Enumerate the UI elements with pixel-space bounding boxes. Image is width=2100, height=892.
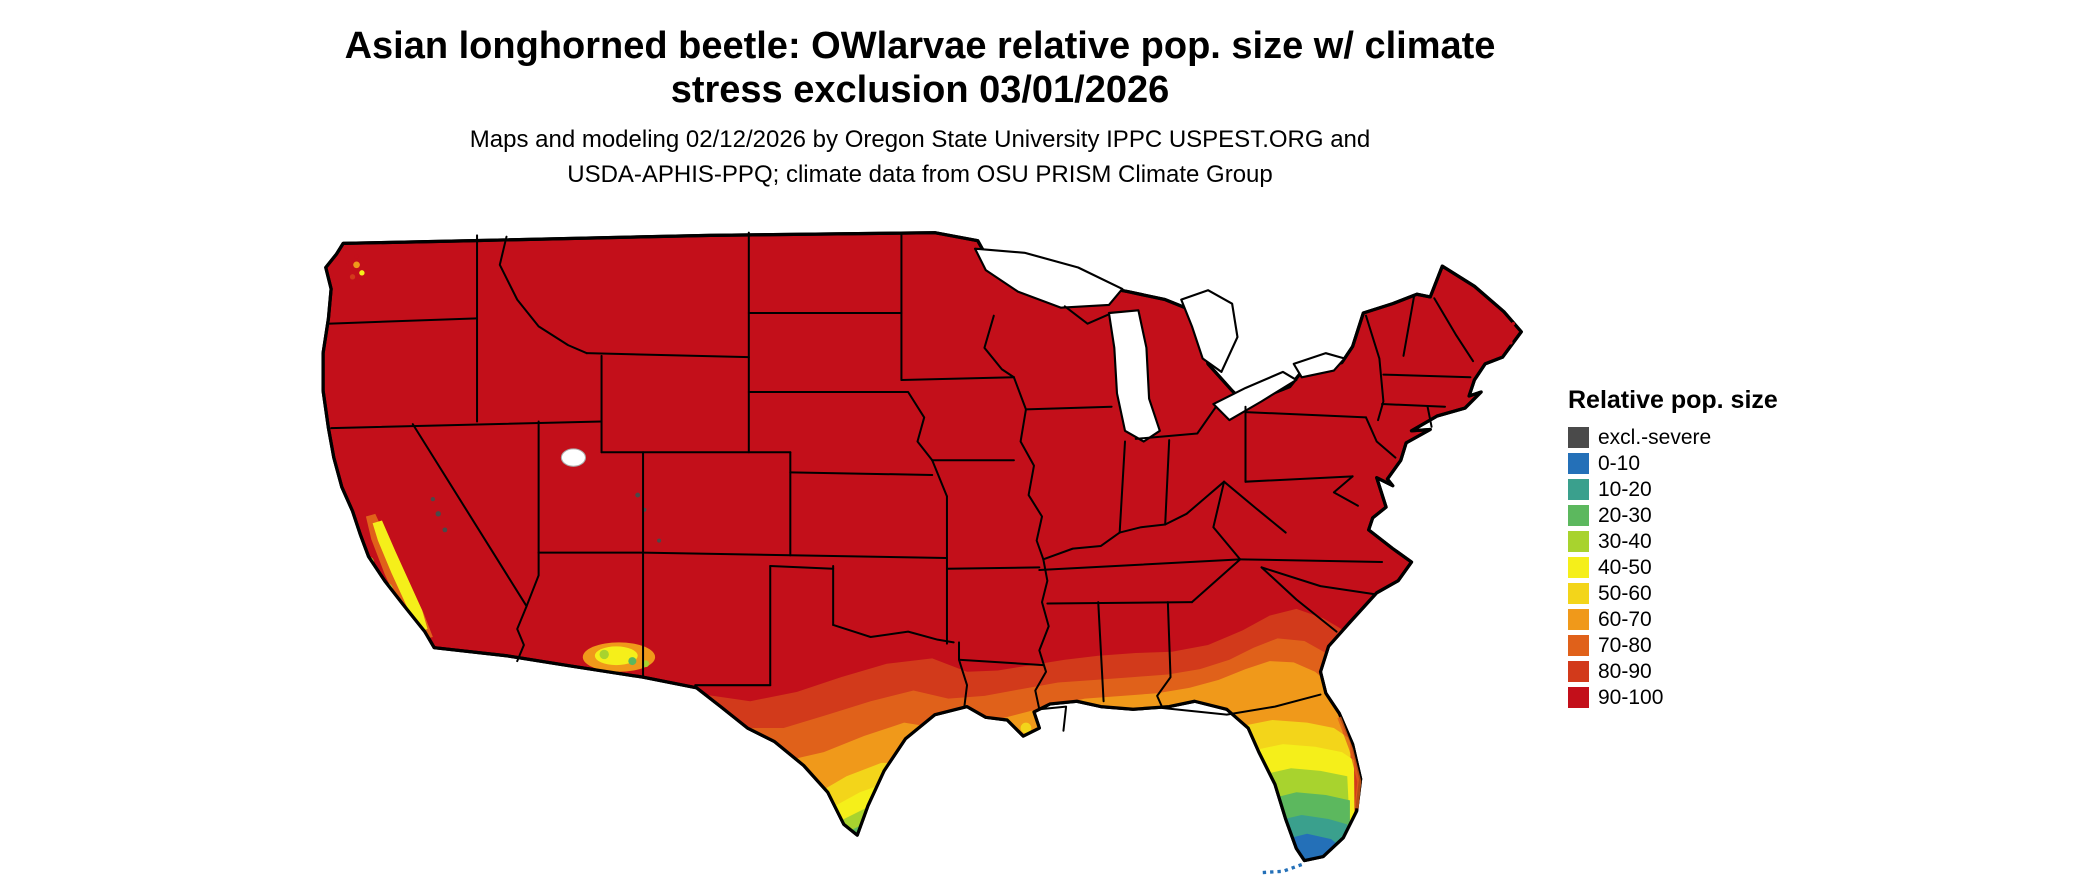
lake-ontario: [1292, 352, 1346, 379]
lake-huron: [1180, 289, 1239, 373]
map-details: [346, 254, 1515, 875]
legend-item-label: 90-100: [1598, 686, 1664, 709]
legend-swatch: [1568, 635, 1589, 656]
legend-swatch: [1568, 427, 1589, 448]
legend-item: 70-80: [1568, 635, 1828, 656]
legend-item-label: 80-90: [1598, 660, 1652, 683]
legend-item: 60-70: [1568, 609, 1828, 630]
legend-swatch: [1568, 479, 1589, 500]
legend-item: 30-40: [1568, 531, 1828, 552]
legend-item-label: 60-70: [1598, 608, 1652, 631]
coastal-islands: [346, 254, 1515, 356]
legend-swatch: [1568, 609, 1589, 630]
legend-swatch: [1568, 505, 1589, 526]
legend-item: 80-90: [1568, 661, 1828, 682]
legend-item-label: 50-60: [1598, 582, 1652, 605]
legend-item: 90-100: [1568, 687, 1828, 708]
map-subtitle: Maps and modeling 02/12/2026 by Oregon S…: [250, 122, 1590, 192]
legend-item: 50-60: [1568, 583, 1828, 604]
legend-swatch: [1568, 687, 1589, 708]
legend-item-label: excl.-severe: [1598, 426, 1712, 449]
legend-items: excl.-severe 0-10 10-20 20-30 30-40 40-50 50-6…: [1568, 427, 1828, 708]
legend-item-label: 40-50: [1598, 556, 1652, 579]
legend-item-label: 10-20: [1598, 478, 1652, 501]
great-lakes: [973, 247, 1346, 443]
legend-title: Relative pop. size: [1568, 386, 1778, 414]
legend-item: 20-30: [1568, 505, 1828, 526]
lake-superior: [973, 247, 1124, 309]
legend-item: 40-50: [1568, 557, 1828, 578]
map-subtitle-line2: USDA-APHIS-PPQ; climate data from OSU PR…: [567, 161, 1273, 188]
legend-swatch: [1568, 453, 1589, 474]
legend-item-label: 70-80: [1598, 634, 1652, 657]
legend-swatch: [1568, 583, 1589, 604]
legend-item: 10-20: [1568, 479, 1828, 500]
florida-keys: [1261, 863, 1303, 875]
legend-item-label: 20-30: [1598, 504, 1652, 527]
legend-swatch: [1568, 557, 1589, 578]
legend-swatch: [1568, 531, 1589, 552]
us-map: [308, 230, 1527, 886]
legend-swatch: [1568, 661, 1589, 682]
legend-item-label: 30-40: [1598, 530, 1652, 553]
map-title-line1: Asian longhorned beetle: OWlarvae relati…: [344, 25, 1496, 67]
map-title-line2: stress exclusion 03/01/2026: [670, 69, 1170, 111]
state-borders: [326, 231, 1475, 732]
map-title: Asian longhorned beetle: OWlarvae relati…: [250, 24, 1590, 112]
legend-item: excl.-severe: [1568, 427, 1828, 448]
florida-east-coast-fringe: [1337, 716, 1362, 809]
legend-item-label: 0-10: [1598, 452, 1641, 475]
legend-item: 0-10: [1568, 453, 1828, 474]
legend: Relative pop. size excl.-severe 0-10 10-20…: [1568, 386, 1828, 713]
lake-erie: [1212, 370, 1298, 422]
map-subtitle-line1: Maps and modeling 02/12/2026 by Oregon S…: [469, 126, 1371, 153]
lake-michigan: [1107, 309, 1161, 443]
us-map-svg: [321, 231, 1523, 875]
great-salt-lake: [560, 448, 587, 467]
